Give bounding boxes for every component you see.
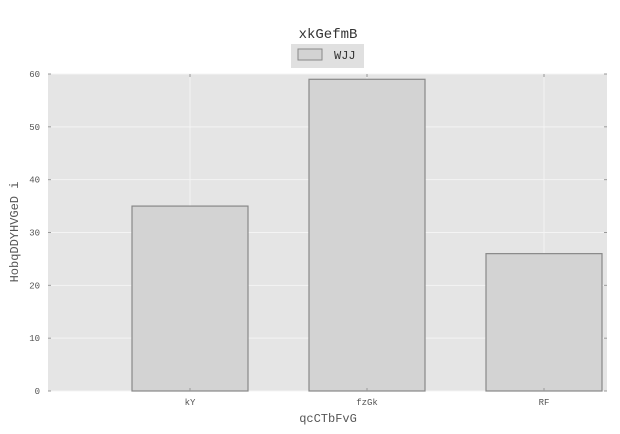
y-tick-label-4: 40 — [29, 176, 40, 186]
x-tick-label-kY: kY — [185, 398, 196, 408]
y-tick-label-3: 30 — [29, 229, 40, 239]
bar-kY — [131, 205, 249, 392]
y-tick-label-0: 0 — [35, 387, 40, 397]
legend: WJJ — [291, 44, 364, 68]
x-axis-ticks: kY fzGk RF — [185, 74, 550, 408]
legend-swatch — [297, 48, 323, 61]
bars — [131, 78, 603, 392]
x-axis-label: qcCTbFvG — [299, 412, 357, 426]
y-tick-label-6: 60 — [29, 70, 40, 80]
bar-fzGk — [308, 78, 426, 392]
y-axis-ticks: 0 10 20 30 40 50 60 — [29, 70, 607, 397]
x-tick-label-RF: RF — [539, 398, 550, 408]
x-tick-label-fzGk: fzGk — [356, 398, 378, 408]
legend-label: WJJ — [334, 49, 356, 63]
y-axis-label: HobqDDYHVGeD i — [8, 182, 22, 283]
bar-RF — [485, 253, 603, 392]
y-tick-label-1: 10 — [29, 334, 40, 344]
chart-title: xkGefmB — [299, 27, 358, 43]
y-tick-label-5: 50 — [29, 123, 40, 133]
y-tick-label-2: 20 — [29, 281, 40, 291]
